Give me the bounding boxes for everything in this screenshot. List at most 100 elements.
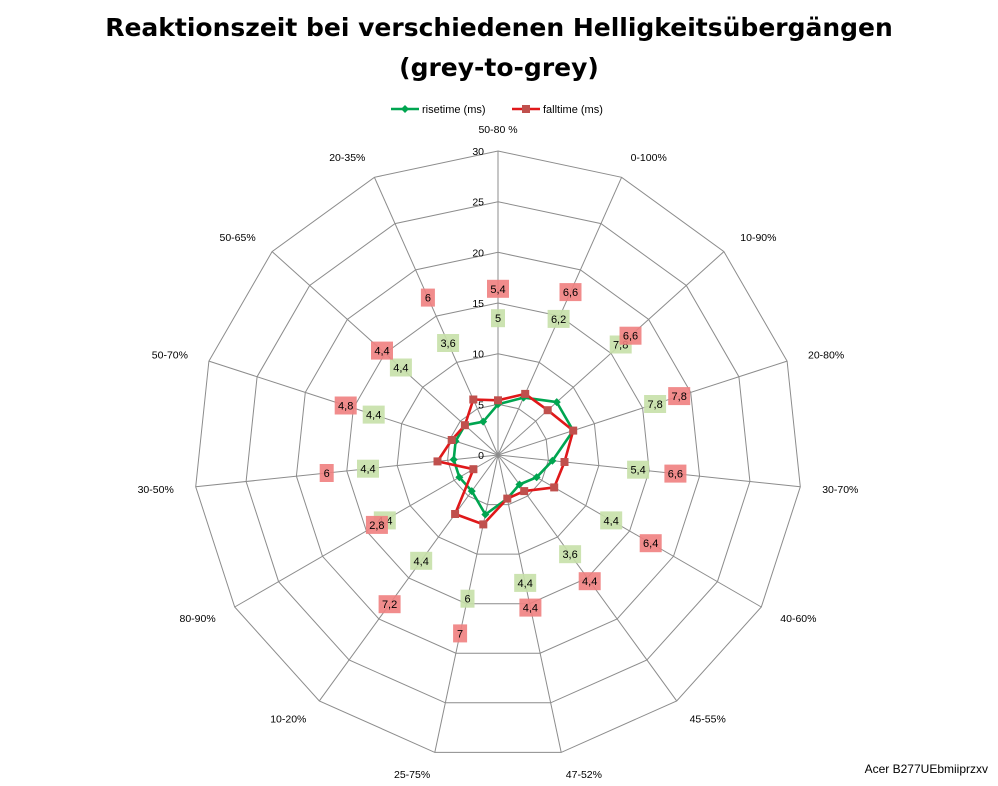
data-label-text: 4,4: [604, 515, 619, 527]
data-label-text: 5,4: [490, 284, 505, 296]
grid-spoke: [195, 454, 499, 488]
data-label-falltime: 7,2: [378, 595, 401, 614]
falltime-point: [469, 395, 478, 404]
falltime-point: [569, 426, 578, 435]
series-line-risetime: [452, 396, 575, 516]
grid-spoke: [497, 454, 762, 608]
data-label-falltime: 6,4: [639, 534, 662, 553]
data-label-box: [319, 464, 334, 482]
chart-title: Reaktionszeit bei verschiedenen Helligke…: [0, 8, 998, 88]
data-label-text: 4,4: [374, 346, 389, 358]
data-label-falltime: 7: [453, 624, 468, 643]
legend: risetime (ms) falltime (ms): [391, 104, 603, 116]
data-label-layer: 5 6,2 7,8 7,8 5,4 4,4 3,6 4,4 6 4,4 4,4 4,4 4,4 4,4 3,…: [319, 279, 691, 643]
radial-tick-label: 15: [472, 298, 484, 310]
data-label-risetime: 7,8: [644, 395, 667, 413]
data-label-box: [559, 545, 582, 564]
data-label-risetime: 5,4: [627, 460, 650, 479]
risetime-point: [481, 510, 490, 519]
data-label-text: 4,4: [366, 410, 381, 422]
data-label-box: [627, 460, 650, 479]
data-label-text: 6: [464, 594, 470, 606]
data-label-text: 2,8: [369, 520, 384, 532]
data-label-box: [559, 283, 582, 302]
category-label: 50-70%: [152, 349, 188, 361]
data-label-box: [547, 309, 570, 328]
data-label-risetime: 4,4: [357, 459, 379, 478]
data-label-box: [578, 572, 601, 591]
grid-ring: [195, 150, 801, 753]
data-label-falltime: 7,8: [668, 387, 691, 406]
data-label-falltime: 6: [319, 464, 334, 482]
falltime-point: [543, 406, 552, 415]
category-label: 0-100%: [631, 152, 667, 164]
grid-spoke: [373, 177, 499, 456]
data-label-box: [639, 534, 662, 553]
data-label-box: [668, 387, 691, 406]
radial-tick-label: 25: [472, 197, 484, 209]
data-label-box: [378, 595, 401, 614]
falltime-point: [521, 389, 530, 398]
data-label-box: [334, 396, 357, 415]
radar-grid: 0 5 10 15 20 25 30 50-80 % 0-100% 10-90% 20-80% 30-…: [138, 124, 859, 781]
radial-tick-label: 10: [472, 349, 484, 361]
category-label: 25-75%: [394, 769, 430, 781]
category-label: 47-52%: [566, 769, 602, 781]
data-label-text: 7: [457, 628, 463, 640]
data-label-box: [365, 515, 388, 534]
risetime-point: [552, 398, 561, 407]
data-label-text: 4,8: [338, 401, 353, 413]
data-label-text: 4,4: [518, 578, 533, 590]
falltime-point: [494, 396, 502, 405]
category-label: 20-35%: [329, 152, 365, 164]
grid-ring: [396, 353, 600, 555]
data-label-text: 7,8: [672, 391, 687, 403]
data-label-box: [371, 341, 393, 360]
data-label-risetime: 4,4: [410, 551, 433, 570]
data-label-text: 5,4: [630, 465, 645, 477]
data-label-box: [453, 624, 468, 643]
data-label-box: [362, 405, 385, 424]
data-label-text: 4,4: [414, 556, 429, 568]
falltime-point: [433, 457, 442, 466]
legend-risetime-label: risetime (ms): [422, 104, 486, 116]
data-label-falltime: 5,4: [487, 279, 509, 298]
category-label: 50-65%: [219, 232, 255, 244]
data-label-falltime: 6,6: [619, 326, 642, 345]
data-label-box: [619, 326, 642, 345]
grid-ring: [295, 251, 701, 654]
category-label: 40-60%: [780, 613, 816, 625]
category-label: 10-20%: [270, 714, 306, 726]
data-label-risetime: 3,6: [437, 334, 460, 352]
data-label-risetime: 5: [491, 309, 505, 328]
falltime-point: [550, 483, 559, 492]
data-label-box: [357, 459, 379, 478]
data-label-text: 3,6: [440, 338, 455, 350]
risetime-point: [467, 487, 476, 496]
radial-tick-label: 30: [472, 146, 484, 158]
chart-title-line: Reaktionszeit bei verschiedenen Helligke…: [105, 13, 893, 42]
data-label-text: 6: [425, 293, 431, 305]
data-label-falltime: 4,8: [334, 396, 357, 415]
data-label-risetime: 4,4: [600, 511, 623, 530]
radial-tick-label: 5: [478, 399, 484, 411]
legend-risetime-marker: [401, 105, 409, 113]
radial-tick-label: 20: [472, 247, 484, 259]
chart-subtitle-line: (grey-to-grey): [399, 53, 599, 82]
data-label-box: [389, 358, 412, 377]
data-label-text: 4,4: [360, 464, 375, 476]
falltime-point: [479, 520, 488, 529]
data-label-box: [514, 573, 537, 592]
data-label-box: [487, 279, 509, 298]
category-label: 20-80%: [808, 349, 844, 361]
risetime-point: [455, 473, 464, 482]
data-label-box: [600, 511, 623, 530]
data-label-box: [664, 464, 687, 483]
data-label-text: 6,2: [551, 314, 566, 326]
data-label-text: 6: [324, 468, 330, 480]
risetime-point: [515, 480, 524, 489]
risetime-point: [479, 417, 488, 426]
data-label-falltime: 4,4: [371, 341, 393, 360]
falltime-point: [520, 487, 529, 496]
